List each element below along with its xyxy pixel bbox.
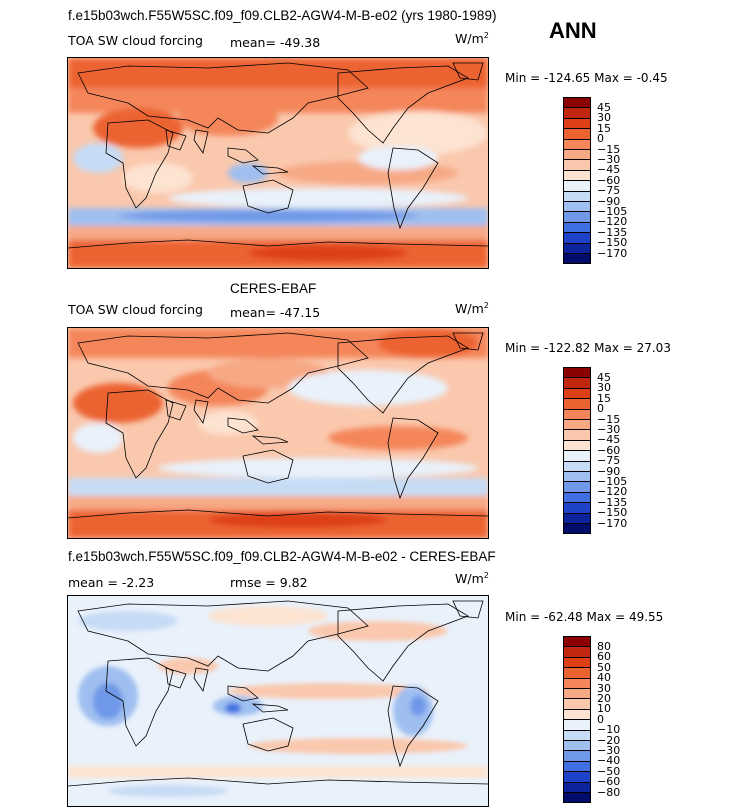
- colorbar-label: −75: [597, 454, 621, 468]
- colorbar-label: −120: [597, 215, 628, 229]
- colorbar-label: −105: [597, 204, 628, 218]
- colorbar-label: −105: [597, 474, 628, 488]
- colorbar-label: −135: [597, 495, 628, 509]
- panel3-rmse: rmse = 9.82: [230, 575, 308, 590]
- case-title: f.e15b03wch.F55W5SC.f09_f09.CLB2-AGW4-M-…: [68, 8, 497, 23]
- colorbar-label: −40: [597, 754, 621, 768]
- colorbar-label: −150: [597, 506, 628, 520]
- panel3-title: f.e15b03wch.F55W5SC.f09_f09.CLB2-AGW4-M-…: [68, 549, 496, 564]
- colorbar-label: −15: [597, 142, 621, 156]
- colorbar-label: −10: [597, 723, 621, 737]
- colorbar-label: 0: [597, 712, 604, 726]
- colorbar-label: −150: [597, 236, 628, 250]
- colorbar-label: −30: [597, 743, 621, 757]
- panel1-map-svg: [68, 58, 488, 268]
- panel2-map-svg: [68, 328, 488, 538]
- colorbar-label: −170: [597, 246, 628, 260]
- panel1-variable: TOA SW cloud forcing: [68, 33, 203, 48]
- colorbar-label: 80: [597, 639, 611, 653]
- colorbar-label: 30: [597, 681, 611, 695]
- panel1-units: W/m2: [455, 31, 489, 47]
- colorbar-label: 15: [597, 391, 611, 405]
- panel1-mean: mean= -49.38: [230, 35, 321, 50]
- colorbar-label: 30: [597, 111, 611, 125]
- colorbar-label: −15: [597, 412, 621, 426]
- colorbar-label: −170: [597, 516, 628, 530]
- panel2-minmax: Min = -122.82 Max = 27.03: [505, 341, 671, 355]
- colorbar-label: −30: [597, 422, 621, 436]
- colorbar-label: 50: [597, 660, 611, 674]
- colorbar-label: −50: [597, 764, 621, 778]
- colorbar-label: 20: [597, 691, 611, 705]
- colorbar-swatch: [563, 792, 591, 804]
- colorbar-swatch: [563, 253, 591, 265]
- colorbar-label: −20: [597, 733, 621, 747]
- colorbar-label: −60: [597, 775, 621, 789]
- colorbar-label: −75: [597, 184, 621, 198]
- panel2-mean: mean= -47.15: [230, 305, 321, 320]
- panel2-variable: TOA SW cloud forcing: [68, 302, 203, 317]
- colorbar-label: 0: [597, 402, 604, 416]
- colorbar-label: 10: [597, 702, 611, 716]
- colorbar-label: −45: [597, 163, 621, 177]
- colorbar-label: 15: [597, 121, 611, 135]
- panel2-map: [67, 327, 489, 539]
- panel1-map: [67, 57, 489, 269]
- panel3-units: W/m2: [455, 571, 489, 587]
- colorbar-label: −60: [597, 173, 621, 187]
- colorbar-label: −90: [597, 194, 621, 208]
- colorbar-label: −80: [597, 785, 621, 799]
- colorbar-label: −45: [597, 433, 621, 447]
- panel1-minmax: Min = -124.65 Max = -0.45: [505, 71, 668, 85]
- colorbar-label: 60: [597, 650, 611, 664]
- colorbar-label: −60: [597, 443, 621, 457]
- colorbar-label: 40: [597, 671, 611, 685]
- panel3-minmax: Min = -62.48 Max = 49.55: [505, 610, 664, 624]
- panel3-map: [67, 595, 489, 807]
- panel3-mean: mean = -2.23: [68, 575, 155, 590]
- colorbar-label: −120: [597, 485, 628, 499]
- panel2-title: CERES-EBAF: [230, 281, 317, 296]
- colorbar-label: 45: [597, 370, 611, 384]
- colorbar-label: 30: [597, 381, 611, 395]
- season-label: ANN: [549, 18, 597, 43]
- colorbar-label: −30: [597, 152, 621, 166]
- panel3-map-svg: [68, 596, 488, 806]
- colorbar-label: 0: [597, 132, 604, 146]
- colorbar-swatch: [563, 523, 591, 535]
- colorbar-label: −90: [597, 464, 621, 478]
- panel2-units: W/m2: [455, 301, 489, 317]
- colorbar-label: −135: [597, 225, 628, 239]
- colorbar-label: 45: [597, 100, 611, 114]
